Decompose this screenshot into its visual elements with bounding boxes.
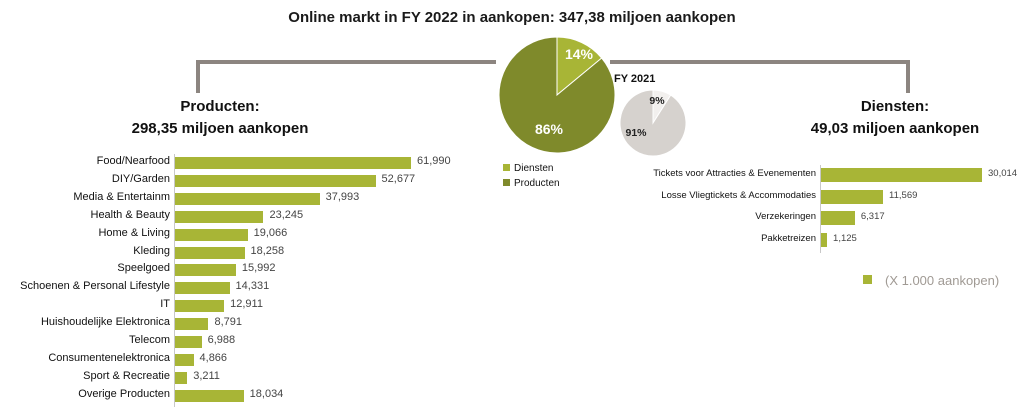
- products-category-label: Consumentenelektronica: [48, 351, 170, 364]
- products-bar: [175, 282, 230, 295]
- services-category-label: Verzekeringen: [755, 211, 816, 222]
- products-category-label: Kleding: [133, 244, 170, 257]
- products-value-label: 61,990: [417, 155, 451, 167]
- products-value-label: 4,866: [199, 351, 228, 364]
- main-pie-label-1: 86%: [535, 121, 564, 137]
- left-connector-top: [196, 60, 496, 64]
- main-pie-slice-1: [498, 36, 616, 154]
- products-value-label: 14,331: [235, 280, 270, 293]
- products-axis: [174, 154, 175, 407]
- products-value-label: 3,211: [193, 369, 220, 382]
- services-category-label: Losse Vliegtickets & Accommodaties: [661, 189, 816, 201]
- products-bar: [175, 192, 320, 205]
- services-bar: [821, 168, 982, 182]
- products-bar: [175, 228, 248, 241]
- services-category-label: Tickets voor Attracties & Evenementen: [653, 168, 816, 179]
- services-value-label: 11,569: [889, 189, 918, 201]
- services-value-label: 1,125: [833, 232, 857, 244]
- products-category-label: DIY/Garden: [111, 172, 170, 185]
- products-category-label: Media & Entertainm: [73, 190, 170, 203]
- unit-note: (X 1.000 aankopen): [885, 273, 1000, 288]
- main-pie-label-0: 14%: [565, 46, 594, 62]
- products-value-label: 18,258: [250, 244, 285, 257]
- products-bar: [175, 246, 245, 259]
- products-value-label: 6,988: [207, 334, 236, 346]
- products-heading-title: Producten:: [180, 98, 260, 115]
- pie-legend-diensten: Diensten: [503, 163, 553, 174]
- products-heading-total: 298,35 miljoen aankopen: [131, 120, 309, 137]
- products-bar: [175, 389, 244, 402]
- services-bar: [821, 189, 884, 204]
- main-pie-chart: 14% 86%: [498, 36, 616, 154]
- products-bar: [175, 157, 411, 169]
- right-connector-top: [610, 60, 910, 64]
- products-bar: [175, 300, 225, 313]
- products-category-label: Sport & Recreatie: [83, 369, 170, 382]
- pie-legend-producten: Producten: [503, 178, 560, 189]
- services-bar: [821, 232, 828, 247]
- products-heading: Producten: 298,35 miljoen aankopen: [100, 96, 340, 140]
- main-pie-slice-0: [556, 36, 603, 97]
- products-category-label: Telecom: [129, 334, 170, 346]
- services-value-label: 6,317: [860, 211, 885, 222]
- products-bar: [175, 318, 209, 331]
- products-value-label: 19,066: [253, 226, 288, 239]
- services-heading-total: 49,03 miljoen aankopen: [810, 120, 980, 137]
- products-value-label: 18,034: [249, 387, 284, 400]
- products-category-label: Food/Nearfood: [96, 155, 170, 167]
- legend-label-diensten: Diensten: [514, 163, 554, 174]
- products-bar: [175, 353, 194, 366]
- fy2021-pie-label-0: 9%: [649, 95, 665, 107]
- services-axis: [820, 165, 821, 253]
- right-connector-drop: [906, 60, 910, 93]
- fy2021-pie-label-1: 91%: [625, 127, 647, 139]
- services-value-label: 30,014: [988, 168, 1018, 179]
- products-value-label: 52,677: [381, 172, 416, 185]
- services-heading-title: Diensten:: [860, 98, 930, 115]
- legend-label-producten: Producten: [514, 178, 560, 189]
- products-category-label: Home & Living: [98, 226, 170, 239]
- products-category-label: Speelgoed: [117, 262, 170, 275]
- products-category-label: Schoenen & Personal Lifestyle: [20, 280, 170, 293]
- page-title: Online markt in FY 2022 in aankopen: 347…: [288, 9, 736, 26]
- unit-note-swatch: [863, 275, 872, 284]
- fy2021-pie-title: FY 2021: [614, 73, 656, 85]
- legend-swatch-producten: [503, 179, 510, 186]
- legend-swatch-diensten: [503, 164, 510, 171]
- products-value-label: 15,992: [241, 262, 276, 275]
- fy2021-pie-chart: 9% 91%: [619, 89, 687, 157]
- products-category-label: IT: [160, 298, 170, 311]
- products-bar: [175, 371, 188, 384]
- products-category-label: Overige Producten: [78, 387, 170, 400]
- products-value-label: 8,791: [214, 316, 242, 329]
- services-bar: [821, 211, 855, 225]
- products-bar: [175, 264, 236, 277]
- products-value-label: 23,245: [269, 208, 304, 221]
- products-bar: [175, 174, 376, 187]
- products-value-label: 37,993: [325, 190, 360, 203]
- products-bar: [175, 336, 202, 348]
- fy2021-pie-slice-1: [619, 89, 687, 157]
- services-category-label: Pakketreizen: [761, 232, 816, 244]
- products-value-label: 12,911: [230, 298, 263, 311]
- services-heading: Diensten: 49,03 miljoen aankopen: [775, 96, 1015, 140]
- products-category-label: Health & Beauty: [90, 208, 171, 221]
- products-bar: [175, 210, 264, 223]
- left-connector-drop: [196, 60, 200, 93]
- products-category-label: Huishoudelijke Elektronica: [40, 316, 170, 329]
